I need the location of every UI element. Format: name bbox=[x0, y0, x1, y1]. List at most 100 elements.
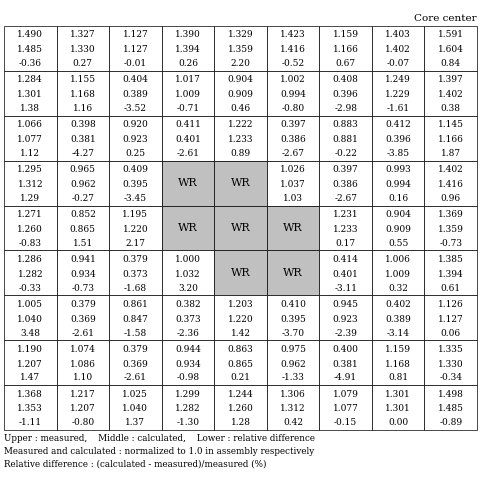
Text: 0.21: 0.21 bbox=[230, 374, 250, 382]
Text: 1.037: 1.037 bbox=[279, 180, 305, 189]
Text: 1.423: 1.423 bbox=[280, 30, 305, 40]
Bar bbox=[423, 160, 476, 206]
Text: 3.48: 3.48 bbox=[20, 328, 40, 338]
Text: 1.005: 1.005 bbox=[17, 300, 43, 309]
Text: 1.403: 1.403 bbox=[384, 30, 410, 40]
Text: 0.883: 0.883 bbox=[332, 120, 358, 130]
Bar bbox=[319, 26, 371, 71]
Text: 1.271: 1.271 bbox=[17, 210, 43, 219]
Text: 1.312: 1.312 bbox=[280, 404, 305, 413]
Text: -3.45: -3.45 bbox=[123, 194, 147, 203]
Bar bbox=[319, 206, 371, 250]
Bar bbox=[57, 250, 109, 296]
Text: 0.994: 0.994 bbox=[384, 180, 410, 189]
Text: 0.81: 0.81 bbox=[387, 374, 408, 382]
Text: 1.03: 1.03 bbox=[282, 194, 302, 203]
Text: 0.414: 0.414 bbox=[332, 255, 358, 264]
Text: 1.233: 1.233 bbox=[227, 135, 253, 144]
Text: 1.195: 1.195 bbox=[122, 210, 148, 219]
Bar bbox=[214, 206, 266, 250]
Text: 0.373: 0.373 bbox=[175, 314, 200, 324]
Text: -2.36: -2.36 bbox=[176, 328, 199, 338]
Bar bbox=[161, 206, 214, 250]
Text: 0.369: 0.369 bbox=[122, 360, 148, 368]
Bar bbox=[4, 340, 57, 385]
Bar bbox=[371, 296, 423, 340]
Text: 1.066: 1.066 bbox=[17, 120, 43, 130]
Text: 1.159: 1.159 bbox=[332, 30, 358, 40]
Text: -0.34: -0.34 bbox=[438, 374, 461, 382]
Bar bbox=[161, 71, 214, 116]
Text: WR: WR bbox=[230, 223, 250, 233]
Text: 1.87: 1.87 bbox=[440, 149, 460, 158]
Bar bbox=[319, 71, 371, 116]
Bar bbox=[319, 160, 371, 206]
Bar bbox=[371, 250, 423, 296]
Text: 0.941: 0.941 bbox=[70, 255, 96, 264]
Bar bbox=[266, 385, 319, 430]
Text: 1.402: 1.402 bbox=[437, 90, 463, 99]
Text: Upper : measured,    Middle : calculated,    Lower : relative difference: Upper : measured, Middle : calculated, L… bbox=[4, 434, 314, 443]
Text: -0.80: -0.80 bbox=[281, 104, 304, 113]
Text: 1.009: 1.009 bbox=[175, 90, 201, 99]
Text: -0.27: -0.27 bbox=[71, 194, 94, 203]
Text: 1.207: 1.207 bbox=[70, 404, 96, 413]
Text: 1.10: 1.10 bbox=[72, 374, 93, 382]
Text: 1.385: 1.385 bbox=[437, 255, 463, 264]
Text: 1.301: 1.301 bbox=[384, 390, 410, 398]
Text: 0.847: 0.847 bbox=[122, 314, 148, 324]
Text: 0.381: 0.381 bbox=[332, 360, 358, 368]
Bar bbox=[109, 385, 161, 430]
Bar bbox=[266, 116, 319, 160]
Bar bbox=[319, 340, 371, 385]
Text: 0.923: 0.923 bbox=[122, 135, 148, 144]
Text: 0.409: 0.409 bbox=[122, 165, 148, 174]
Text: 1.402: 1.402 bbox=[384, 46, 410, 54]
Bar bbox=[109, 340, 161, 385]
Text: 1.394: 1.394 bbox=[437, 270, 463, 278]
Text: 1.166: 1.166 bbox=[437, 135, 463, 144]
Text: 0.373: 0.373 bbox=[122, 270, 148, 278]
Bar bbox=[109, 206, 161, 250]
Text: -2.67: -2.67 bbox=[281, 149, 304, 158]
Text: 1.591: 1.591 bbox=[437, 30, 463, 40]
Bar bbox=[266, 26, 319, 71]
Text: 0.06: 0.06 bbox=[440, 328, 460, 338]
Bar bbox=[423, 250, 476, 296]
Text: 0.26: 0.26 bbox=[178, 59, 198, 68]
Text: WR: WR bbox=[230, 268, 250, 278]
Text: 0.379: 0.379 bbox=[70, 300, 96, 309]
Text: 1.127: 1.127 bbox=[437, 314, 463, 324]
Text: -0.83: -0.83 bbox=[19, 239, 42, 248]
Text: 0.46: 0.46 bbox=[230, 104, 250, 113]
Text: -3.52: -3.52 bbox=[124, 104, 146, 113]
Text: 0.42: 0.42 bbox=[282, 418, 302, 428]
Text: 0.962: 0.962 bbox=[70, 180, 96, 189]
Text: -0.89: -0.89 bbox=[438, 418, 461, 428]
Text: -3.11: -3.11 bbox=[334, 284, 356, 292]
Text: 0.396: 0.396 bbox=[384, 135, 410, 144]
Text: 1.416: 1.416 bbox=[279, 46, 305, 54]
Bar bbox=[4, 116, 57, 160]
Text: 0.400: 0.400 bbox=[332, 344, 358, 354]
Bar bbox=[266, 206, 319, 250]
Text: 1.155: 1.155 bbox=[70, 76, 96, 84]
Text: 0.965: 0.965 bbox=[70, 165, 96, 174]
Text: -1.61: -1.61 bbox=[386, 104, 409, 113]
Text: 1.29: 1.29 bbox=[20, 194, 40, 203]
Text: 1.086: 1.086 bbox=[70, 360, 96, 368]
Text: WR: WR bbox=[178, 178, 197, 188]
Text: -2.98: -2.98 bbox=[334, 104, 356, 113]
Text: 1.16: 1.16 bbox=[72, 104, 93, 113]
Text: 0.379: 0.379 bbox=[122, 344, 148, 354]
Text: 1.28: 1.28 bbox=[230, 418, 250, 428]
Text: 1.000: 1.000 bbox=[175, 255, 201, 264]
Text: Core center: Core center bbox=[413, 14, 476, 23]
Text: 0.411: 0.411 bbox=[175, 120, 201, 130]
Text: 1.145: 1.145 bbox=[437, 120, 463, 130]
Text: 1.390: 1.390 bbox=[175, 30, 201, 40]
Text: 0.994: 0.994 bbox=[279, 90, 305, 99]
Bar bbox=[214, 296, 266, 340]
Text: 1.37: 1.37 bbox=[125, 418, 145, 428]
Bar bbox=[423, 385, 476, 430]
